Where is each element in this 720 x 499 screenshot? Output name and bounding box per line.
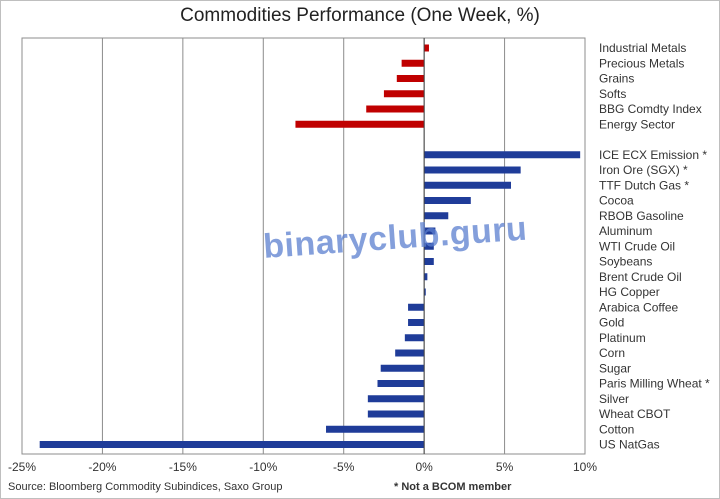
bar: [424, 44, 429, 52]
category-label: RBOB Gasoline: [599, 209, 684, 223]
bar: [396, 75, 425, 82]
bar: [395, 349, 425, 357]
category-label: TTF Dutch Gas *: [599, 178, 689, 192]
category-label: Brent Crude Oil: [599, 270, 682, 284]
bar: [424, 197, 471, 204]
bar: [380, 364, 425, 372]
x-tick-label: -25%: [8, 460, 36, 474]
bar: [377, 380, 425, 387]
category-label: HG Copper: [599, 285, 660, 299]
category-label: Arabica Coffee: [599, 300, 678, 314]
x-tick-label: 0%: [415, 460, 433, 474]
bar: [424, 242, 434, 250]
category-label: Energy Sector: [599, 117, 675, 131]
bar: [39, 441, 425, 448]
x-tick-label: -10%: [249, 460, 277, 474]
category-label: US NatGas: [599, 438, 660, 452]
bar: [424, 258, 434, 265]
source-note: Source: Bloomberg Commodity Subindices, …: [8, 481, 283, 493]
category-label: Wheat CBOT: [599, 407, 671, 421]
category-label: Soybeans: [599, 255, 652, 269]
x-tick-label: -15%: [169, 460, 197, 474]
category-label: Grains: [599, 72, 634, 86]
bar: [424, 288, 426, 296]
category-label: Corn: [599, 346, 625, 360]
category-label: ICE ECX Emission *: [599, 148, 707, 162]
bar: [326, 425, 425, 433]
bar: [424, 181, 512, 189]
bar: [404, 334, 425, 342]
chart-title: Commodities Performance (One Week, %): [180, 5, 540, 26]
category-label: Industrial Metals: [599, 41, 686, 55]
bar: [383, 90, 425, 98]
category-label: BBG Comdty Index: [599, 102, 702, 116]
bar: [408, 303, 425, 311]
x-tick-label: -20%: [88, 460, 116, 474]
category-label: Precious Metals: [599, 56, 684, 70]
bar: [424, 166, 521, 174]
category-label: Silver: [599, 392, 629, 406]
x-tick-label: 10%: [573, 460, 597, 474]
category-label: Iron Ore (SGX) *: [599, 163, 688, 177]
bar: [295, 120, 425, 128]
bar: [424, 273, 428, 281]
plot-area: [21, 37, 586, 455]
bar: [401, 59, 425, 67]
category-label: WTI Crude Oil: [599, 239, 675, 253]
bar: [366, 105, 425, 113]
category-label: Paris Milling Wheat *: [599, 377, 710, 391]
bar: [424, 227, 436, 235]
x-tick-label: -5%: [333, 460, 355, 474]
x-tick-label: 5%: [496, 460, 514, 474]
category-label: Cocoa: [599, 194, 634, 208]
category-label: Softs: [599, 87, 626, 101]
category-label: Gold: [599, 316, 624, 330]
bar: [408, 319, 425, 326]
bar: [367, 410, 425, 418]
bar: [424, 212, 449, 220]
category-label: Cotton: [599, 422, 634, 436]
category-label: Aluminum: [599, 224, 652, 238]
category-label: Platinum: [599, 331, 646, 345]
category-label: Sugar: [599, 361, 631, 375]
bar: [367, 395, 425, 403]
bar: [424, 151, 581, 159]
bcom-member-note: * Not a BCOM member: [394, 481, 512, 493]
